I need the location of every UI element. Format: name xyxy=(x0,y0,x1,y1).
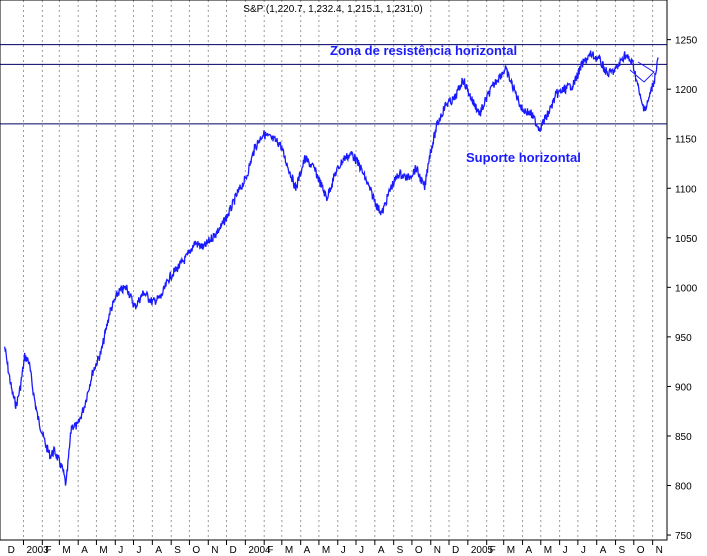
x-tick-label: A xyxy=(526,545,533,556)
plot-frame xyxy=(0,0,668,541)
x-tick-label: N xyxy=(211,545,218,556)
annotation-support: Suporte horizontal xyxy=(466,150,581,165)
y-tick-label: 950 xyxy=(675,333,692,344)
annotation-resistance: Zona de resistência horizontal xyxy=(330,43,517,58)
x-tick-label: O xyxy=(637,545,645,556)
y-tick-label: 1100 xyxy=(675,184,697,195)
x-tick-label: M xyxy=(544,545,552,556)
triangle-pattern xyxy=(629,61,655,83)
x-tick-label: M xyxy=(285,545,293,556)
x-tick-label: J xyxy=(581,545,586,556)
y-tick-label: 1250 xyxy=(675,36,698,47)
support-resistance-lines xyxy=(0,44,667,125)
x-tick-label: M xyxy=(62,545,70,556)
y-tick-label: 800 xyxy=(675,482,692,493)
x-tick-label: M xyxy=(507,545,515,556)
x-tick-label: D xyxy=(230,545,237,556)
y-tick-label: 1200 xyxy=(675,85,698,96)
y-tick-label: 850 xyxy=(675,432,692,443)
x-tick-label: N xyxy=(656,545,663,556)
x-tick-label: F xyxy=(490,545,496,556)
x-tick-label: S xyxy=(397,545,404,556)
x-tick-label: A xyxy=(81,545,88,556)
x-tick-label: S xyxy=(619,545,626,556)
x-tick-label: J xyxy=(341,545,346,556)
y-axis: 750 800 850 900 950 1000 1050 1100 1150 1200 1250 xyxy=(667,36,698,542)
x-tick-label: M xyxy=(322,545,330,556)
y-tick-label: 1000 xyxy=(675,283,698,294)
x-tick-label: F xyxy=(267,545,273,556)
y-tick-label: 1150 xyxy=(675,135,697,146)
y-tick-label: 900 xyxy=(675,382,692,393)
price-series-line xyxy=(3,50,659,486)
x-tick-label: F xyxy=(45,545,51,556)
x-tick-label: 2004 xyxy=(248,545,271,556)
x-tick-label: D xyxy=(8,545,15,556)
y-tick-label: 750 xyxy=(675,531,692,542)
x-tick-label: J xyxy=(359,545,364,556)
x-tick-label: O xyxy=(415,545,423,556)
x-tick-label: S xyxy=(174,545,181,556)
x-tick-label: A xyxy=(304,545,311,556)
x-tick-label: J xyxy=(118,545,123,556)
x-tick-label: A xyxy=(600,545,607,556)
x-tick-label: D xyxy=(452,545,459,556)
x-tick-label: A xyxy=(155,545,162,556)
x-tick-label: J xyxy=(137,545,142,556)
vertical-gridlines xyxy=(22,0,654,540)
x-tick-label: A xyxy=(378,545,385,556)
x-tick-label: O xyxy=(192,545,200,556)
x-tick-label: J xyxy=(563,545,568,556)
chart-title: S&P (1,220.7, 1,232.4, 1,215.1, 1,231.0) xyxy=(243,4,422,15)
x-tick-label: 2005 xyxy=(471,545,494,556)
x-tick-label: 2003 xyxy=(26,545,49,556)
y-tick-label: 1050 xyxy=(675,234,698,245)
x-tick-label: N xyxy=(434,545,441,556)
x-tick-label: M xyxy=(99,545,107,556)
